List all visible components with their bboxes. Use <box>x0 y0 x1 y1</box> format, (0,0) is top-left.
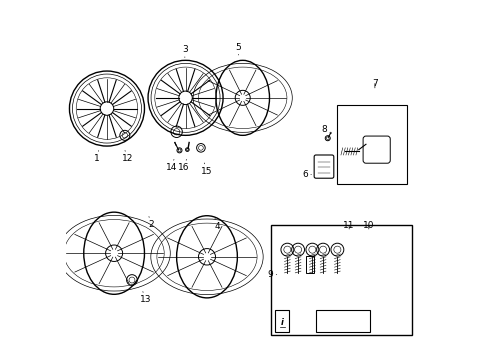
Text: 14: 14 <box>165 159 177 172</box>
Text: 2: 2 <box>148 217 154 229</box>
Text: 16: 16 <box>178 159 189 172</box>
Text: 7: 7 <box>371 79 377 88</box>
Bar <box>271 225 411 336</box>
Text: 12: 12 <box>122 150 133 163</box>
Bar <box>305 256 313 273</box>
Text: 11: 11 <box>343 221 354 230</box>
Text: 1: 1 <box>94 150 100 163</box>
Text: 9: 9 <box>267 270 276 279</box>
Text: i: i <box>280 318 283 327</box>
Text: 13: 13 <box>140 292 151 304</box>
Bar <box>315 310 369 332</box>
Text: 15: 15 <box>201 163 212 176</box>
Bar <box>274 310 288 332</box>
Text: 3: 3 <box>182 45 187 58</box>
Text: 10: 10 <box>362 221 374 230</box>
Text: 4: 4 <box>214 219 220 231</box>
Bar <box>337 105 406 184</box>
Text: 6: 6 <box>302 170 311 179</box>
Text: 8: 8 <box>321 126 331 135</box>
Text: 5: 5 <box>235 42 241 55</box>
